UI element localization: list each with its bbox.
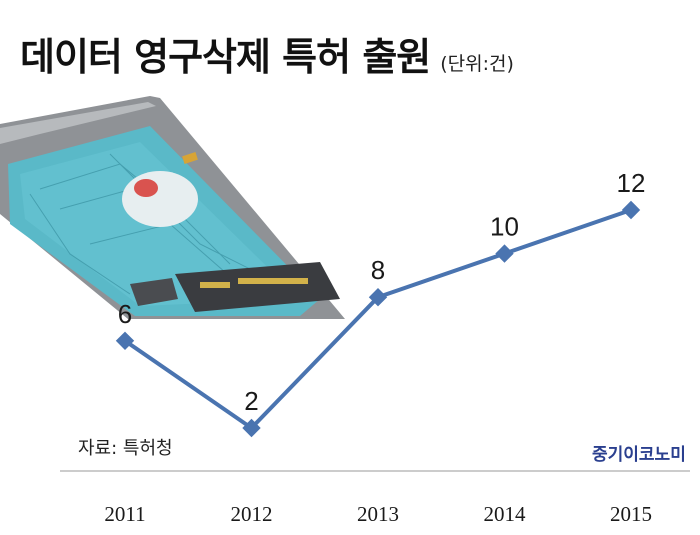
x-axis-labels: 2011 2012 2013 2014 2015 [104, 502, 652, 526]
unit-label: (단위:건) [440, 53, 514, 75]
data-label-2011: 6 [118, 299, 132, 329]
chart-title: 데이터 영구삭제 특허 출원 [20, 35, 431, 79]
x-tick-label-2012: 2012 [231, 502, 273, 526]
sata-connector [175, 262, 340, 312]
hard-disk-drive-image [0, 96, 345, 319]
data-label-2013: 8 [371, 255, 385, 285]
data-label-2015: 12 [617, 168, 646, 198]
data-label-2012: 2 [244, 386, 258, 416]
source-note: 자료: 특허청 [78, 438, 173, 459]
data-marker-2011 [115, 331, 135, 350]
data-marker-2012 [242, 418, 261, 438]
red-dot [134, 179, 158, 197]
x-tick-label-2011: 2011 [104, 502, 145, 526]
data-marker-2014 [495, 244, 514, 263]
x-tick-label-2013: 2013 [357, 502, 399, 526]
title-row: 데이터 영구삭제 특허 출원 (단위:건) [20, 26, 514, 81]
x-tick-label-2015: 2015 [610, 502, 652, 526]
data-labels: 6 2 8 10 12 [118, 168, 646, 416]
brand-logo: 중기이코노미 [592, 445, 686, 465]
series-line [123, 208, 632, 430]
drive-top-cover [0, 102, 156, 144]
data-marker-2013 [368, 288, 388, 307]
x-tick-label-2014: 2014 [484, 502, 527, 526]
data-label-2014: 10 [490, 212, 519, 242]
data-marker-2015 [621, 200, 641, 220]
data-markers [115, 200, 641, 438]
